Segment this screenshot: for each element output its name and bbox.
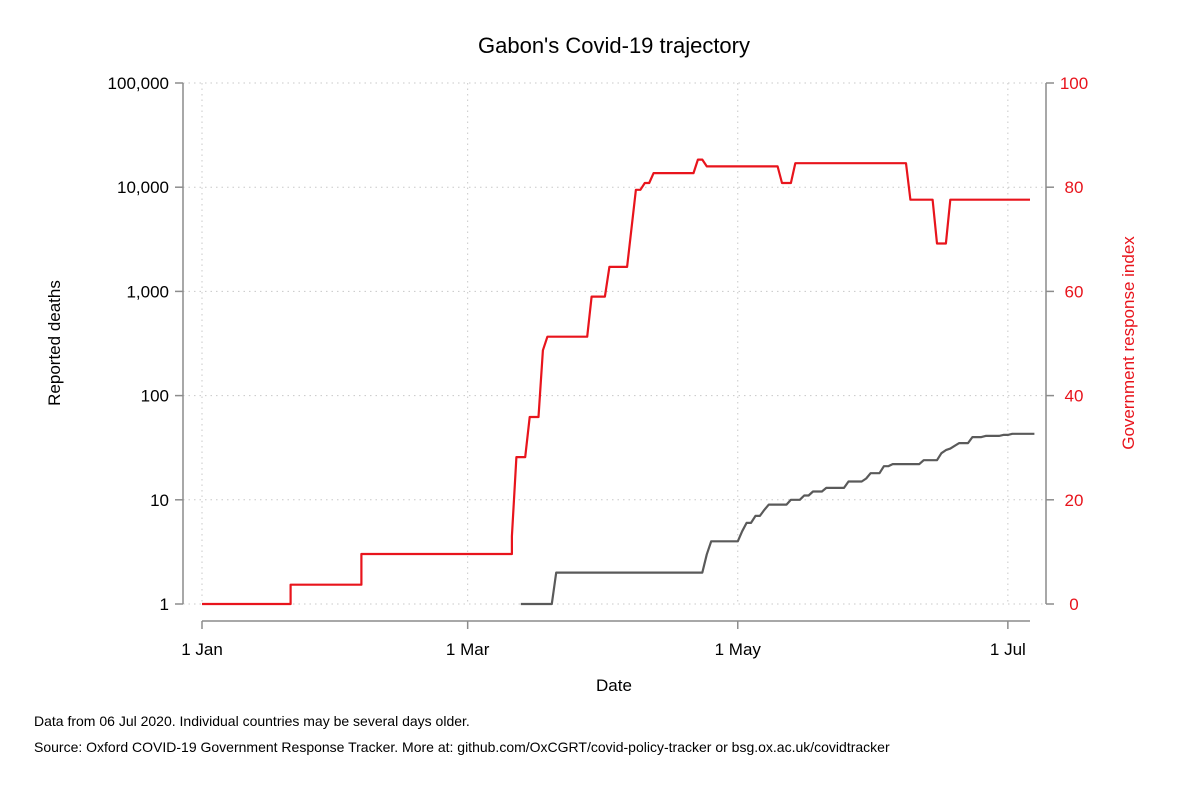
y-left-tick-label: 1 (160, 595, 169, 614)
series-line-deaths (520, 432, 1035, 606)
y-right-tick-label: 20 (1065, 491, 1084, 510)
y-left-tick-label: 100,000 (108, 74, 169, 93)
y-axis-right-label: Government response index (1119, 236, 1138, 450)
y-left-tick-label: 100 (141, 387, 169, 406)
series-lines (202, 158, 1035, 606)
y-left-tick-label: 10 (150, 491, 169, 510)
y-left-tick-label: 1,000 (126, 282, 169, 301)
y-left-tick-label: 10,000 (117, 178, 169, 197)
y-right-tick-label: 0 (1069, 595, 1078, 614)
y-right-tick-label: 100 (1060, 74, 1088, 93)
x-tick-label: 1 Mar (446, 640, 490, 659)
y-right-tick-label: 80 (1065, 178, 1084, 197)
chart-title: Gabon's Covid-19 trajectory (478, 33, 750, 58)
axes (175, 82, 1054, 629)
y-axis-left-label: Reported deaths (45, 280, 64, 406)
y-right-tick-label: 40 (1065, 387, 1084, 406)
x-axis-label: Date (596, 676, 632, 695)
series-line-response-index (202, 158, 1030, 606)
x-tick-label: 1 May (715, 640, 762, 659)
tick-labels: 1 10 100 1,000 10,000 100,000 0 20 40 60 80 100 1 Ja… (108, 74, 1089, 659)
x-tick-label: 1 Jul (990, 640, 1026, 659)
x-tick-label: 1 Jan (181, 640, 223, 659)
grid-lines (183, 82, 1046, 605)
source-note: Source: Oxford COVID-19 Government Respo… (34, 739, 890, 755)
y-right-tick-label: 60 (1065, 282, 1084, 301)
data-note: Data from 06 Jul 2020. Individual countr… (34, 713, 470, 729)
